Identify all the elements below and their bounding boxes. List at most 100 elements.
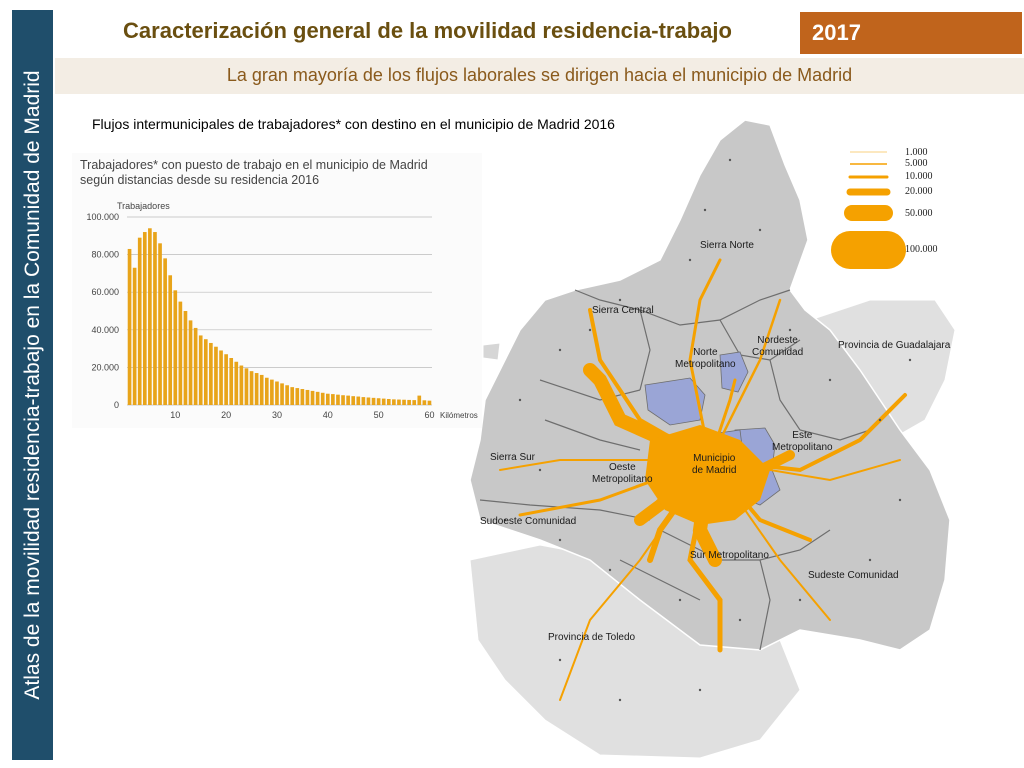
chart-bar (209, 342, 213, 405)
metro-area-north (644, 377, 706, 426)
chart-bar (239, 365, 244, 405)
chart-bar (361, 397, 366, 405)
region-label-sierra-sur: Sierra Sur (490, 452, 536, 463)
legend-label-10000: 10.000 (905, 171, 933, 182)
region-label-provincia-guadalajara: Provincia de Guadalajara (838, 340, 951, 351)
chart-bar (371, 397, 376, 405)
region-label-oeste-metropolitano: Oeste Metropolitano (592, 462, 653, 485)
y-tick-label: 20.000 (91, 362, 119, 372)
chart-bar (325, 393, 330, 405)
chart-bar (173, 290, 178, 405)
region-label-sierra-central: Sierra Central (592, 305, 654, 316)
chart-bar (315, 391, 320, 405)
distance-bar-chart: 0 20.000 40.000 60.000 80.000 100.000Trabajad… (86, 201, 478, 420)
region-label-municipio-madrid: Municipio de Madrid (692, 453, 737, 476)
chart-bar (193, 327, 198, 405)
chart-bar (183, 311, 188, 405)
chart-bar (346, 395, 350, 405)
chart-bar (310, 390, 315, 405)
chart-bar (356, 396, 361, 405)
region-label-sudoeste-comunidad: Sudoeste Comunidad (480, 516, 577, 527)
chart-bar (203, 339, 208, 405)
subtitle: La gran mayoría de los flujos laborales … (226, 65, 853, 85)
x-tick-label: 40 (323, 410, 333, 420)
x-tick-label: 20 (221, 410, 231, 420)
chart-bar (402, 399, 406, 405)
y-tick-label: 60.000 (91, 287, 119, 297)
chart-bar (366, 397, 371, 405)
chart-bar (381, 398, 386, 405)
chart-bar (214, 346, 218, 405)
metro-area-nordeste (719, 351, 749, 393)
chart-bar (275, 381, 279, 405)
chart-bar (280, 383, 284, 405)
x-tick-label: 10 (170, 410, 180, 420)
chart-bar (285, 385, 289, 405)
chart-bar (407, 399, 411, 405)
y-tick-label: 100.000 (86, 212, 119, 222)
chart-bar (397, 399, 401, 405)
chart-bar (392, 399, 396, 405)
chart-bar (376, 398, 381, 405)
region-label-sudeste-comunidad: Sudeste Comunidad (808, 570, 899, 581)
chart-bar (341, 395, 345, 405)
chart-bar (132, 267, 137, 405)
chart-bar (163, 258, 167, 405)
y-tick-label: 40.000 (91, 325, 119, 335)
chart-bar (417, 395, 422, 405)
chart-bar (295, 388, 300, 405)
chart-bar (153, 232, 157, 405)
chart-bar (320, 392, 325, 405)
x-tick-label: 60 (424, 410, 434, 420)
legend-label-100000: 100.000 (905, 244, 938, 255)
page-title: Caracterización general de la movilidad … (123, 18, 732, 43)
chart-bar (219, 350, 223, 405)
chart-bar (259, 374, 264, 405)
y-tick-label: 0 (114, 400, 119, 410)
chart-bar (264, 377, 269, 405)
legend-label-20000: 20.000 (905, 186, 933, 197)
sidebar-banner: Atlas de la movilidad residencia-trabajo… (12, 10, 53, 760)
chart-bar (270, 379, 274, 405)
region-label-norte-metropolitano: Norte Metropolitano (675, 347, 736, 370)
y-tick-label: 80.000 (91, 250, 119, 260)
region-label-sur-metropolitano: Sur Metropolitano (690, 550, 769, 561)
region-label-este-metropolitano: Este Metropolitano (772, 430, 833, 453)
chart-bar (412, 400, 417, 405)
chart-bar (178, 301, 183, 405)
flow-legend (831, 151, 906, 269)
chart-bar (224, 354, 228, 405)
chart-bar (127, 248, 132, 405)
chart-bar (300, 389, 305, 405)
chart-title: Trabajadores* con puesto de trabajo en e… (80, 158, 428, 187)
chart-bar (234, 361, 239, 405)
x-axis-label: Kilómetros (440, 411, 478, 420)
y-axis-label: Trabajadores (117, 201, 170, 211)
chart-bar (188, 320, 193, 405)
chart-bar (336, 394, 340, 405)
chart-bar (148, 228, 152, 405)
chart-bar (331, 394, 335, 405)
chart-bar (427, 400, 432, 405)
chart-bar (229, 358, 234, 405)
x-tick-label: 50 (374, 410, 384, 420)
chart-bar (386, 398, 391, 405)
segovia-area (482, 342, 501, 361)
chart-bar (168, 275, 173, 405)
region-label-sierra-norte: Sierra Norte (700, 240, 754, 251)
chart-bar (351, 396, 356, 405)
municipio-madrid-flow-hub (645, 425, 770, 525)
x-tick-label: 30 (272, 410, 282, 420)
legend-label-5000: 5.000 (905, 158, 928, 169)
chart-bar (142, 232, 147, 405)
legend-label-50000: 50.000 (905, 208, 933, 219)
region-label-provincia-toledo: Provincia de Toledo (548, 632, 636, 643)
year-badge: 2017 (800, 12, 1022, 54)
year-label: 2017 (812, 20, 861, 45)
chart-bar (290, 387, 295, 405)
chart-bar (244, 368, 249, 405)
subtitle-bar: La gran mayoría de los flujos laborales … (55, 58, 1024, 94)
map-caption: Flujos intermunicipales de trabajadores*… (92, 116, 615, 132)
chart-bar (305, 389, 310, 405)
